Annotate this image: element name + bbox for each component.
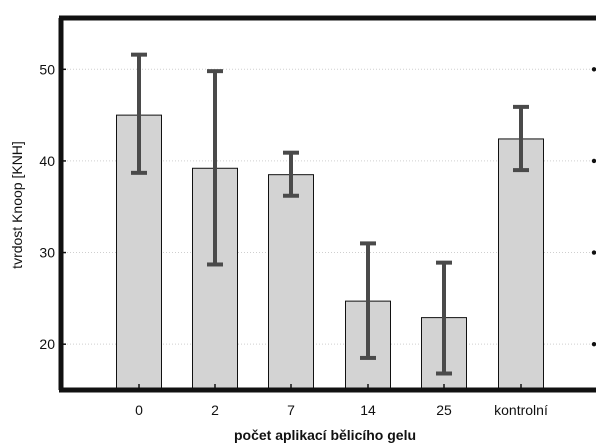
- x-tick-label: kontrolní: [494, 402, 548, 418]
- error-bar: [207, 69, 223, 267]
- error-bar: [131, 52, 147, 175]
- error-bars: [131, 52, 529, 376]
- error-bar: [513, 104, 529, 173]
- right-tick-dot: [591, 341, 596, 347]
- x-axis-title: počet aplikací bělicího gelu: [234, 427, 416, 443]
- y-ticks: 20 30 40 50: [39, 61, 596, 352]
- x-tick-label: 7: [287, 402, 295, 418]
- right-tick-dot: [591, 250, 596, 255]
- x-tick-label: 0: [135, 402, 143, 418]
- y-tick-label: 30: [39, 245, 55, 261]
- bar: [498, 138, 544, 391]
- error-bar: [360, 241, 376, 360]
- y-axis-title: tvrdost Knoop [KNH]: [9, 141, 25, 269]
- bar: [268, 174, 314, 391]
- y-tick-label: 20: [39, 336, 55, 352]
- x-tick-label: 25: [436, 402, 452, 418]
- right-tick-dot: [591, 158, 596, 164]
- gridlines: [61, 68, 596, 345]
- y-tick-label: 50: [39, 61, 55, 77]
- error-bar: [436, 260, 452, 376]
- right-tick-dot: [591, 67, 596, 72]
- error-bar: [283, 150, 299, 198]
- x-tick-label: 14: [360, 402, 376, 418]
- bars: [116, 114, 544, 391]
- plot-frame: [58, 15, 596, 393]
- y-tick-label: 40: [39, 153, 55, 169]
- x-tick-label: 2: [211, 402, 219, 418]
- x-ticks: 0 2 7 14 25 kontrolní: [135, 384, 548, 418]
